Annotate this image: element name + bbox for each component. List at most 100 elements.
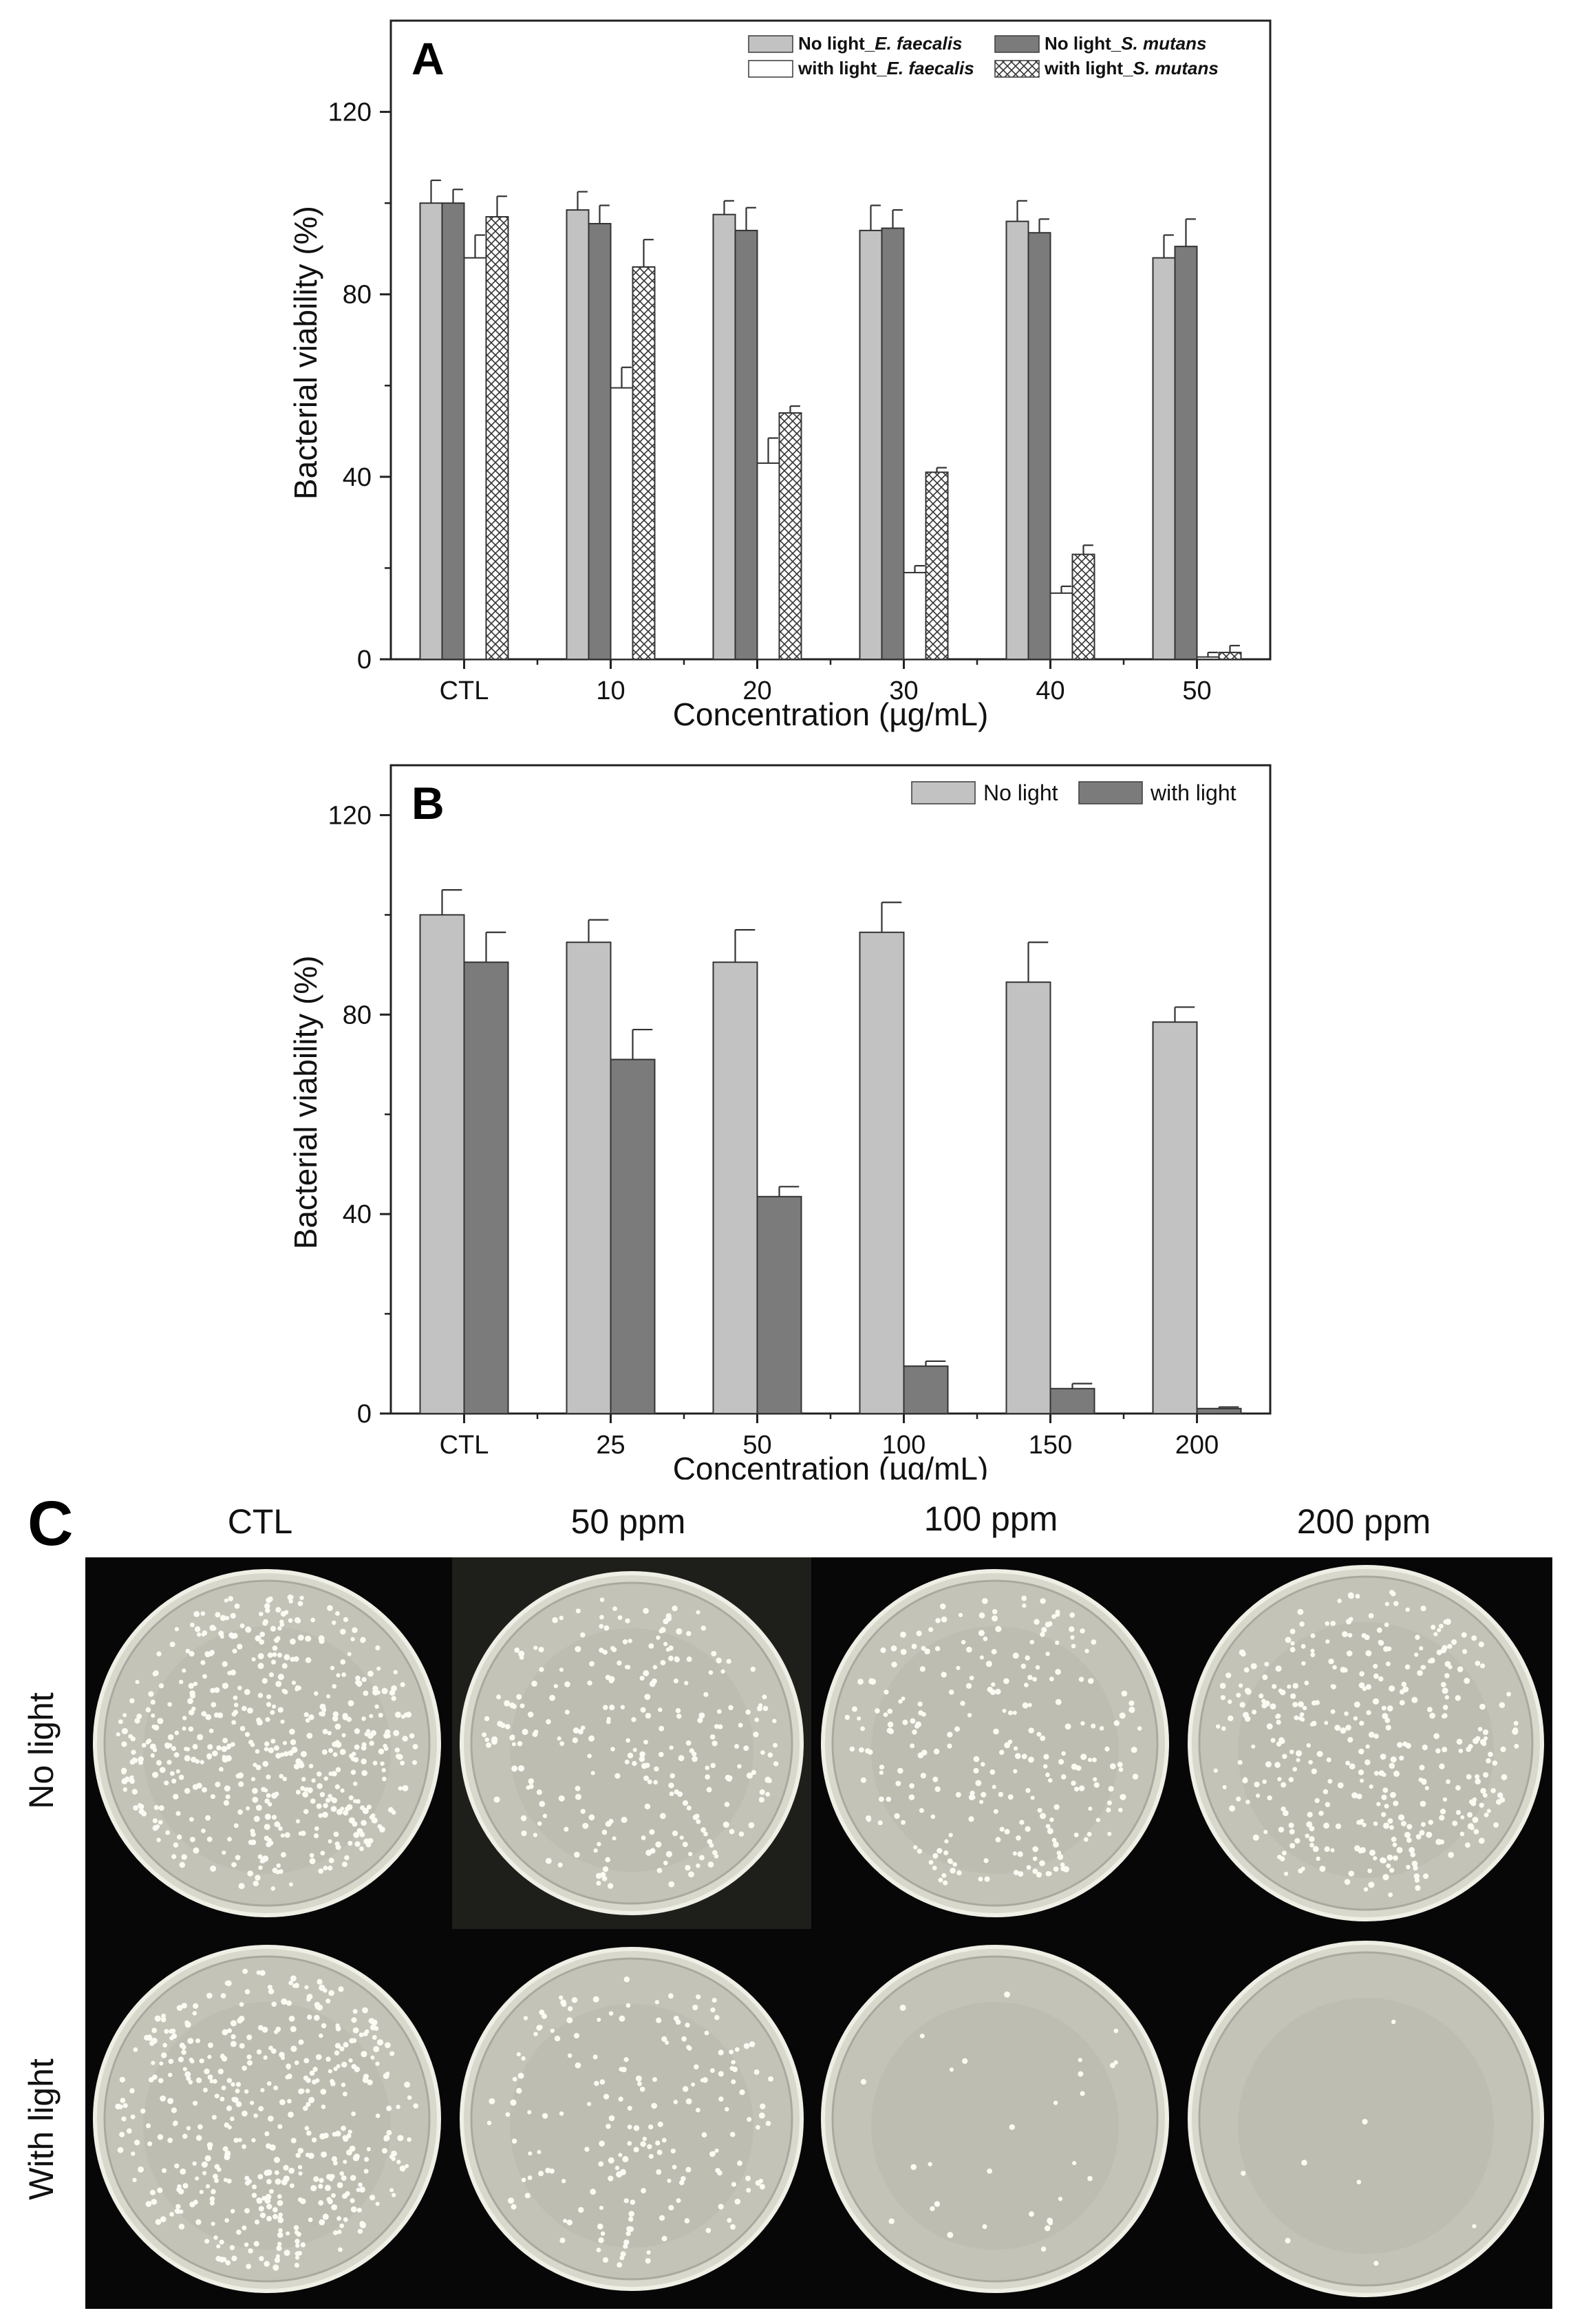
colony: [676, 1714, 682, 1719]
bar: [485, 216, 509, 660]
colony: [348, 2058, 353, 2063]
colony: [299, 1595, 304, 1601]
column-label-50ppm: 50 ppm: [570, 1502, 686, 1541]
colony: [597, 2224, 603, 2230]
colony: [289, 1729, 295, 1735]
colony: [130, 2114, 136, 2120]
colony: [1319, 1865, 1326, 1872]
colony: [1406, 1824, 1413, 1830]
colony: [358, 2182, 363, 2187]
colony: [189, 1651, 195, 1657]
colony: [158, 1683, 164, 1689]
colony: [321, 2151, 328, 2158]
colony: [259, 1970, 266, 1976]
colony: [321, 1811, 328, 1818]
colony: [919, 2034, 925, 2038]
colony: [637, 2081, 642, 2087]
colony: [204, 2068, 210, 2075]
colony: [214, 2178, 219, 2184]
colony: [1451, 1639, 1457, 1645]
colony: [595, 1873, 602, 1879]
colony: [1413, 1652, 1419, 1657]
colony: [378, 1748, 385, 1755]
colony: [1483, 1772, 1489, 1778]
colony: [201, 1711, 207, 1717]
colony: [257, 2174, 264, 2179]
colony: [557, 1736, 561, 1741]
colony: [295, 2251, 300, 2257]
colony: [711, 1997, 717, 2003]
colony: [273, 2085, 279, 2091]
colony: [308, 1714, 314, 1720]
colony: [202, 1674, 207, 1679]
colony: [1007, 1794, 1014, 1800]
colony: [1309, 1842, 1314, 1848]
colony: [171, 2033, 178, 2039]
colony: [288, 1980, 294, 1985]
colony: [145, 2201, 152, 2207]
colony: [276, 2245, 282, 2251]
colony: [527, 1712, 534, 1718]
colony: [312, 2067, 318, 2072]
colony: [225, 1755, 232, 1762]
colony: [317, 1771, 322, 1777]
colony: [1228, 1715, 1234, 1722]
colony: [745, 2175, 751, 2182]
colony: [268, 1988, 275, 1994]
colony: [1041, 1627, 1047, 1633]
colony: [1071, 1763, 1078, 1770]
colony: [632, 1760, 637, 1767]
colony: [264, 1603, 270, 1609]
colony: [138, 1756, 144, 1762]
colony: [152, 1671, 158, 1676]
bar: [610, 1058, 656, 1414]
colony: [171, 1778, 177, 1784]
colony: [1373, 1771, 1379, 1776]
colony: [215, 1781, 221, 1788]
colony: [767, 1752, 773, 1758]
colony: [233, 2138, 239, 2143]
colony: [1080, 1628, 1085, 1634]
colony: [325, 1998, 331, 2004]
colony: [1272, 1684, 1277, 1689]
colony: [588, 1735, 595, 1742]
colony: [641, 1762, 647, 1769]
colony: [1353, 1701, 1360, 1708]
colony: [737, 1764, 742, 1769]
colony: [1426, 1831, 1433, 1838]
colony: [312, 2079, 317, 2085]
colony: [167, 2098, 174, 2104]
colony: [132, 2177, 137, 2182]
colony: [342, 1713, 348, 1719]
colony: [1512, 1727, 1519, 1734]
colony: [1442, 1705, 1448, 1710]
colony: [602, 1866, 609, 1873]
colony: [676, 1628, 683, 1635]
colony: [235, 1773, 241, 1779]
colony: [917, 1848, 923, 1854]
colony: [1262, 1779, 1267, 1784]
colony: [967, 1713, 972, 1718]
colony: [193, 1681, 198, 1686]
colony: [700, 1625, 707, 1631]
colony: [685, 1740, 692, 1746]
colony: [306, 2014, 312, 2020]
colony: [627, 2124, 632, 2130]
colony: [207, 2054, 212, 2060]
colony: [231, 2255, 237, 2261]
colony: [868, 1678, 874, 1683]
colony: [274, 1637, 279, 1643]
colony: [169, 2212, 174, 2217]
colony: [290, 1739, 297, 1745]
colony: [391, 2150, 397, 2157]
colony: [1264, 1661, 1270, 1667]
colony: [1479, 1663, 1486, 1669]
colony: [319, 2033, 323, 2038]
colony: [282, 1776, 287, 1782]
colony: [1242, 1778, 1248, 1784]
colony: [625, 1738, 630, 1743]
colony: [152, 1825, 158, 1831]
colony: [1294, 1715, 1299, 1720]
colony: [1080, 1721, 1085, 1726]
colony: [1442, 1645, 1448, 1651]
